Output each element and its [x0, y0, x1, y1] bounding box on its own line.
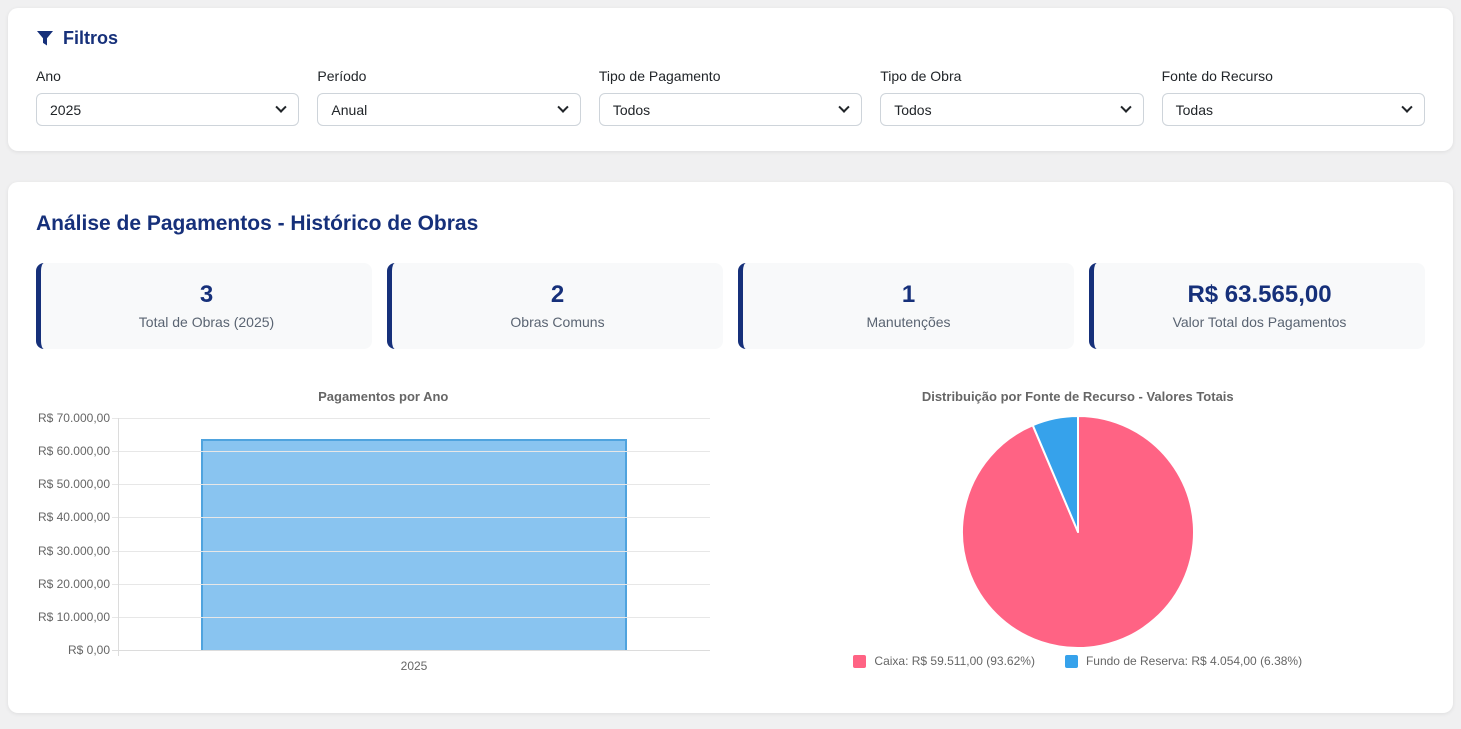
chevron-down-icon	[557, 101, 569, 113]
filter-field-tipo-pagamento: Tipo de Pagamento Todos	[598, 68, 863, 126]
pie-legend: Caixa: R$ 59.511,00 (93.62%) Fundo de Res…	[731, 654, 1426, 668]
tipo-pagamento-label: Tipo de Pagamento	[598, 68, 721, 84]
stat-value: 2	[550, 280, 565, 308]
fonte-recurso-select-value: Todas	[1175, 101, 1213, 118]
bar-chart: Pagamentos por Ano 2025 R$ 0,00 R$ 10.000…	[36, 389, 731, 690]
pie-slice-fundo-de-reserva	[1031, 415, 1079, 533]
stat-card-manutencoes: 1 Manutenções	[738, 263, 1074, 349]
filter-field-fonte-recurso: Fonte do Recurso Todas	[1161, 68, 1426, 126]
periodo-select-value: Anual	[331, 101, 368, 118]
analysis-title: Análise de Pagamentos - Histórico de Obr…	[36, 212, 479, 235]
gridline	[112, 451, 710, 453]
legend-swatch	[1064, 654, 1078, 668]
bar-plot	[118, 418, 710, 650]
bar-x-tick-label: 2025	[400, 659, 428, 673]
pie-chart-title: Distribuição por Fonte de Recurso - Valo…	[921, 389, 1234, 404]
filters-row: Ano 2025 Período Anual Tipo de Pagamento…	[36, 68, 1426, 126]
stats-row: 3 Total de Obras (2025) 2 Obras Comuns 1…	[36, 263, 1425, 349]
tipo-obra-select-value: Todos	[894, 101, 932, 118]
pie-svg-wrap	[731, 413, 1426, 651]
gridline	[112, 517, 710, 519]
filter-field-periodo: Período Anual	[317, 68, 581, 126]
gridline	[112, 616, 710, 618]
periodo-select[interactable]: Anual	[317, 93, 581, 126]
tipo-obra-label: Tipo de Obra	[880, 68, 962, 84]
tipo-pagamento-select-value: Todos	[612, 101, 651, 118]
y-tick-label: R$ 20.000,00	[37, 576, 110, 591]
stat-card-total-obras: 3 Total de Obras (2025)	[36, 263, 372, 349]
tipo-pagamento-select[interactable]: Todos	[598, 93, 863, 126]
bar-2025	[200, 439, 628, 650]
stat-card-obras-comuns: 2 Obras Comuns	[387, 263, 723, 349]
filter-field-ano: Ano 2025	[36, 68, 300, 126]
chevron-down-icon	[1401, 101, 1413, 113]
stat-label: Obras Comuns	[510, 313, 605, 330]
fonte-recurso-select[interactable]: Todas	[1161, 93, 1426, 126]
y-tick-label: R$ 30.000,00	[37, 543, 110, 558]
filter-icon	[36, 30, 54, 48]
ano-select[interactable]: 2025	[36, 93, 300, 126]
gridline	[112, 583, 710, 585]
stat-card-valor-total: R$ 63.565,00 Valor Total dos Pagamentos	[1089, 263, 1425, 349]
filters-heading: Filtros	[36, 28, 1425, 49]
tipo-obra-select[interactable]: Todos	[880, 93, 1144, 126]
bar-chart-title: Pagamentos por Ano	[318, 389, 449, 404]
stat-value: 3	[199, 280, 214, 308]
gridline	[112, 418, 710, 419]
stat-label: Manutenções	[866, 313, 951, 330]
filters-title: Filtros	[63, 28, 119, 48]
analysis-panel: Análise de Pagamentos - Histórico de Obr…	[8, 182, 1453, 713]
pie-graphic	[960, 415, 1195, 649]
fonte-recurso-label: Fonte do Recurso	[1161, 68, 1273, 84]
y-tick-label: R$ 70.000,00	[37, 411, 110, 425]
gridline	[112, 650, 710, 651]
stat-label: Valor Total dos Pagamentos	[1172, 313, 1347, 330]
y-tick-label: R$ 0,00	[67, 643, 110, 657]
y-tick-label: R$ 50.000,00	[37, 477, 110, 492]
legend-label: Caixa: R$ 59.511,00 (93.62%)	[874, 654, 1035, 668]
gridline	[112, 484, 710, 486]
chevron-down-icon	[838, 101, 850, 113]
legend-item-caixa[interactable]: Caixa: R$ 59.511,00 (93.62%)	[853, 654, 1035, 668]
gridline	[112, 550, 710, 552]
stat-value: 1	[901, 280, 916, 308]
chevron-down-icon	[275, 101, 288, 113]
chevron-down-icon	[1119, 101, 1132, 113]
y-tick-label: R$ 60.000,00	[37, 444, 110, 459]
pie-chart: Distribuição por Fonte de Recurso - Valo…	[731, 389, 1426, 690]
y-tick-label: R$ 40.000,00	[37, 510, 110, 525]
filters-panel: Filtros Ano 2025 Período Anual Tipo de P…	[8, 8, 1453, 151]
filter-field-tipo-obra: Tipo de Obra Todos	[880, 68, 1144, 126]
periodo-label: Período	[317, 68, 367, 84]
legend-item-fundo-de-reserva[interactable]: Fundo de Reserva: R$ 4.054,00 (6.38%)	[1064, 654, 1303, 668]
stat-value: R$ 63.565,00	[1187, 280, 1332, 308]
ano-select-value: 2025	[50, 101, 82, 118]
y-tick-label: R$ 10.000,00	[37, 609, 110, 624]
bar-chart-area: 2025 R$ 0,00 R$ 10.000,00 R$ 20.000,00 R$ 3…	[36, 406, 731, 690]
ano-label: Ano	[36, 68, 61, 84]
legend-label: Fundo de Reserva: R$ 4.054,00 (6.38%)	[1085, 654, 1303, 668]
y-axis-line	[118, 418, 119, 656]
stat-label: Total de Obras (2025)	[138, 313, 275, 330]
charts-row: Pagamentos por Ano 2025 R$ 0,00 R$ 10.000…	[36, 389, 1425, 690]
legend-swatch	[853, 654, 867, 668]
